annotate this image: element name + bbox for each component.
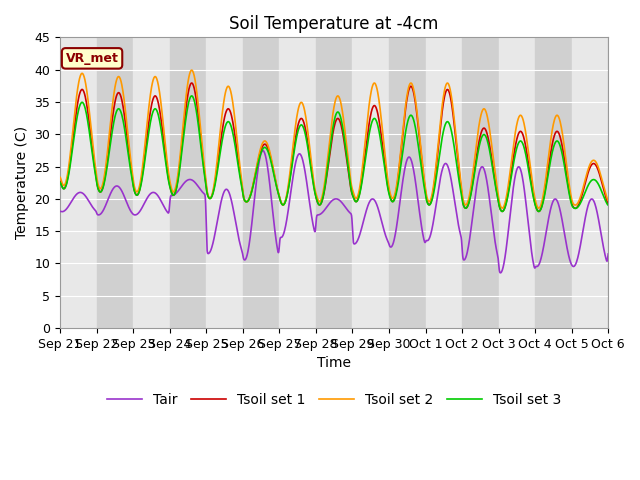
Tsoil set 3 bbox=[178, 147, 186, 153]
Tsoil set 1 bbox=[492, 179, 499, 184]
Bar bbox=[243, 37, 280, 328]
Tsoil set 3 bbox=[188, 93, 195, 99]
Bar bbox=[206, 37, 243, 328]
Tsoil set 2 bbox=[56, 174, 64, 180]
Tsoil set 3 bbox=[540, 196, 548, 202]
Tair bbox=[239, 255, 247, 261]
Bar bbox=[133, 37, 170, 328]
Tsoil set 1 bbox=[178, 141, 186, 147]
Line: Tsoil set 3: Tsoil set 3 bbox=[60, 96, 608, 211]
Tair bbox=[497, 270, 504, 276]
Tair bbox=[259, 148, 267, 154]
Tsoil set 2 bbox=[499, 205, 506, 211]
Tsoil set 1 bbox=[604, 201, 612, 206]
X-axis label: Time: Time bbox=[317, 356, 351, 370]
Tsoil set 1 bbox=[56, 179, 64, 184]
Bar bbox=[499, 37, 535, 328]
Tsoil set 3 bbox=[604, 202, 612, 208]
Bar bbox=[60, 37, 97, 328]
Tsoil set 2 bbox=[188, 67, 195, 73]
Tair bbox=[178, 183, 186, 189]
Tsoil set 2 bbox=[604, 198, 612, 204]
Line: Tair: Tair bbox=[60, 151, 608, 273]
Tsoil set 3 bbox=[165, 179, 173, 184]
Tsoil set 1 bbox=[499, 208, 506, 214]
Bar bbox=[535, 37, 572, 328]
Tsoil set 2 bbox=[240, 194, 248, 200]
Title: Soil Temperature at -4cm: Soil Temperature at -4cm bbox=[230, 15, 439, 33]
Tsoil set 3 bbox=[56, 180, 64, 185]
Bar bbox=[389, 37, 426, 328]
Tsoil set 1 bbox=[540, 194, 548, 200]
Bar bbox=[426, 37, 462, 328]
Tair bbox=[420, 235, 428, 240]
Bar bbox=[608, 37, 640, 328]
Tsoil set 3 bbox=[499, 208, 506, 214]
Tsoil set 1 bbox=[420, 173, 428, 179]
Tsoil set 2 bbox=[178, 133, 186, 139]
Tair bbox=[492, 239, 499, 245]
Bar bbox=[572, 37, 608, 328]
Tsoil set 2 bbox=[540, 189, 548, 194]
Bar bbox=[170, 37, 206, 328]
Legend: Tair, Tsoil set 1, Tsoil set 2, Tsoil set 3: Tair, Tsoil set 1, Tsoil set 2, Tsoil se… bbox=[101, 387, 567, 412]
Bar bbox=[97, 37, 133, 328]
Tsoil set 2 bbox=[492, 170, 499, 176]
Tsoil set 3 bbox=[492, 181, 499, 187]
Tsoil set 3 bbox=[420, 180, 428, 185]
Tsoil set 1 bbox=[240, 195, 248, 201]
Tair bbox=[56, 208, 64, 214]
Bar bbox=[316, 37, 353, 328]
Tsoil set 3 bbox=[240, 195, 248, 201]
Line: Tsoil set 2: Tsoil set 2 bbox=[60, 70, 608, 208]
Tsoil set 1 bbox=[188, 80, 195, 86]
Line: Tsoil set 1: Tsoil set 1 bbox=[60, 83, 608, 211]
Bar bbox=[280, 37, 316, 328]
Bar bbox=[353, 37, 389, 328]
Tair bbox=[165, 210, 173, 216]
Text: VR_met: VR_met bbox=[66, 52, 118, 65]
Tair bbox=[604, 251, 612, 257]
Bar bbox=[462, 37, 499, 328]
Tsoil set 2 bbox=[165, 171, 173, 177]
Tsoil set 1 bbox=[165, 177, 173, 182]
Y-axis label: Temperature (C): Temperature (C) bbox=[15, 126, 29, 239]
Tair bbox=[540, 242, 548, 248]
Tsoil set 2 bbox=[420, 170, 428, 176]
